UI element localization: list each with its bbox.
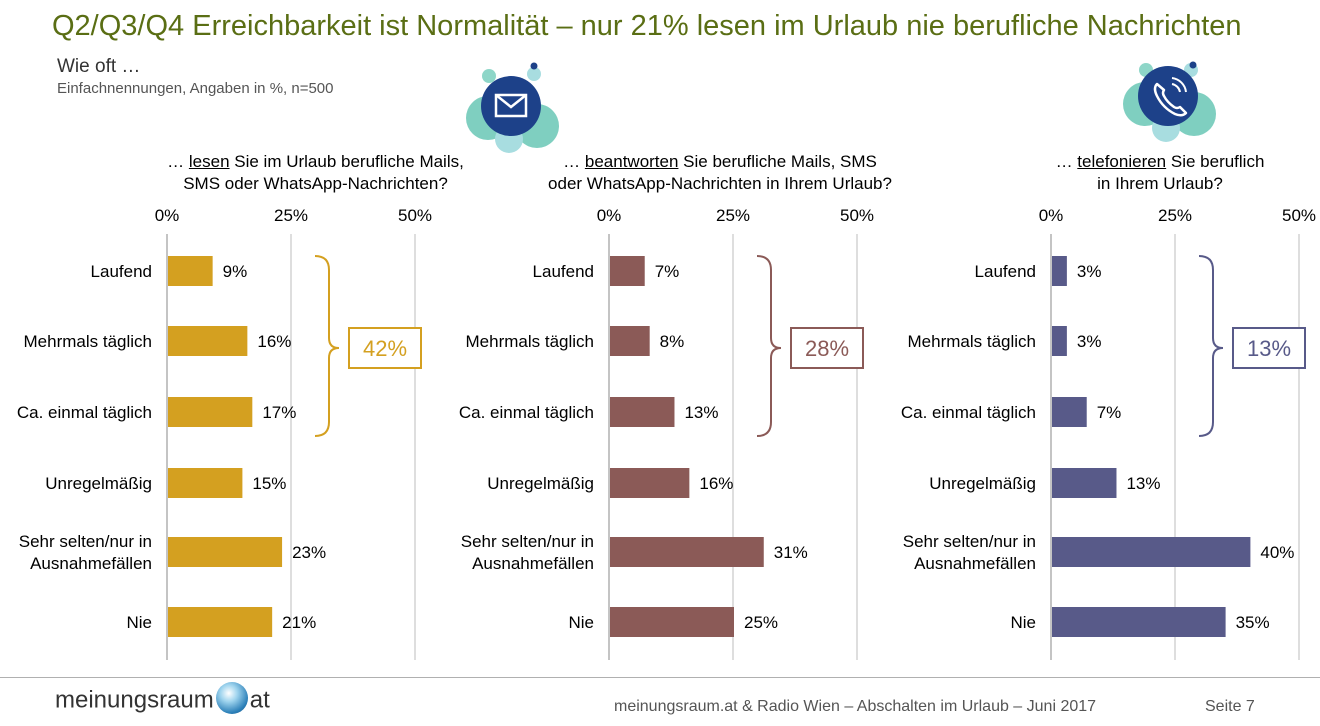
category-label: Nie (568, 613, 594, 632)
total-label: 13% (1247, 336, 1291, 361)
total-label: 42% (363, 336, 407, 361)
category-label: Unregelmäßig (45, 474, 152, 493)
tick-label: 50% (1282, 206, 1316, 225)
bar (610, 607, 734, 637)
total-label: 28% (805, 336, 849, 361)
bracket (314, 255, 340, 437)
meinungsraum-logo: meinungsraum at (55, 682, 270, 717)
value-label: 16% (699, 474, 733, 493)
bar (168, 607, 273, 637)
footer-divider (0, 677, 1320, 678)
globe-icon (215, 682, 248, 714)
bar (610, 468, 690, 498)
category-label: Ca. einmal täglich (459, 403, 594, 422)
bar (168, 468, 243, 498)
value-label: 9% (223, 262, 248, 281)
bar (610, 326, 650, 356)
tick-label: 50% (840, 206, 874, 225)
page-subtitle: Wie oft … (57, 56, 141, 77)
footer-source: meinungsraum.at & Radio Wien – Abschalte… (614, 698, 1097, 715)
category-label: Mehrmals täglich (466, 332, 595, 351)
bar (610, 256, 645, 286)
value-label: 3% (1077, 262, 1102, 281)
category-label: Mehrmals täglich (908, 332, 1037, 351)
value-label: 31% (774, 543, 808, 562)
value-label: 16% (257, 332, 291, 351)
category-label: Laufend (975, 262, 1036, 281)
category-label: Sehr selten/nur in Ausnahmefällen (461, 532, 594, 573)
value-label: 13% (684, 403, 718, 422)
question-3: … telefonieren Sie beruflich in Ihrem Ur… (1055, 152, 1265, 193)
tick-label: 50% (398, 206, 432, 225)
tick-label: 0% (155, 206, 180, 225)
total-box (790, 327, 864, 369)
category-label: Sehr selten/nur in Ausnahmefällen (19, 532, 152, 573)
category-label: Laufend (533, 262, 594, 281)
bar (610, 537, 764, 567)
total-box (1232, 327, 1306, 369)
bar (168, 326, 248, 356)
value-label: 7% (1097, 403, 1122, 422)
bracket (1198, 255, 1224, 437)
category-label: Ca. einmal täglich (901, 403, 1036, 422)
value-label: 17% (262, 403, 296, 422)
phone-icon (1123, 61, 1216, 142)
bar (1052, 397, 1087, 427)
question-1: … lesen Sie im Urlaub berufliche Mails, … (167, 152, 464, 193)
bar (1052, 256, 1067, 286)
category-label: Nie (1010, 613, 1036, 632)
category-label: Sehr selten/nur in Ausnahmefällen (903, 532, 1036, 573)
category-label: Ca. einmal täglich (17, 403, 152, 422)
bar (1052, 468, 1117, 498)
bar (1052, 326, 1067, 356)
tick-label: 0% (1039, 206, 1064, 225)
value-label: 8% (660, 332, 685, 351)
tick-label: 0% (597, 206, 622, 225)
tick-label: 25% (274, 206, 308, 225)
bar (168, 256, 213, 286)
bracket (756, 255, 782, 437)
bar (168, 397, 253, 427)
value-label: 21% (282, 613, 316, 632)
value-label: 13% (1126, 474, 1160, 493)
value-label: 7% (655, 262, 680, 281)
envelope-icon (466, 62, 559, 153)
bar (1052, 607, 1226, 637)
value-label: 15% (252, 474, 286, 493)
page-number: Seite 7 (1205, 698, 1255, 715)
category-label: Unregelmäßig (929, 474, 1036, 493)
category-label: Laufend (91, 262, 152, 281)
bar (168, 537, 283, 567)
total-box (348, 327, 422, 369)
page-title: Q2/Q3/Q4 Erreichbarkeit ist Normalität –… (52, 10, 1242, 42)
value-label: 25% (744, 613, 778, 632)
value-label: 35% (1236, 613, 1270, 632)
value-label: 23% (292, 543, 326, 562)
category-label: Mehrmals täglich (24, 332, 153, 351)
tick-label: 25% (1158, 206, 1192, 225)
category-label: Unregelmäßig (487, 474, 594, 493)
sample-note: Einfachnennungen, Angaben in %, n=500 (57, 80, 334, 97)
category-label: Nie (126, 613, 152, 632)
bar (1052, 537, 1251, 567)
value-label: 40% (1260, 543, 1294, 562)
question-2: … beantworten Sie berufliche Mails, SMS … (548, 152, 892, 193)
value-label: 3% (1077, 332, 1102, 351)
bar (610, 397, 675, 427)
tick-label: 25% (716, 206, 750, 225)
